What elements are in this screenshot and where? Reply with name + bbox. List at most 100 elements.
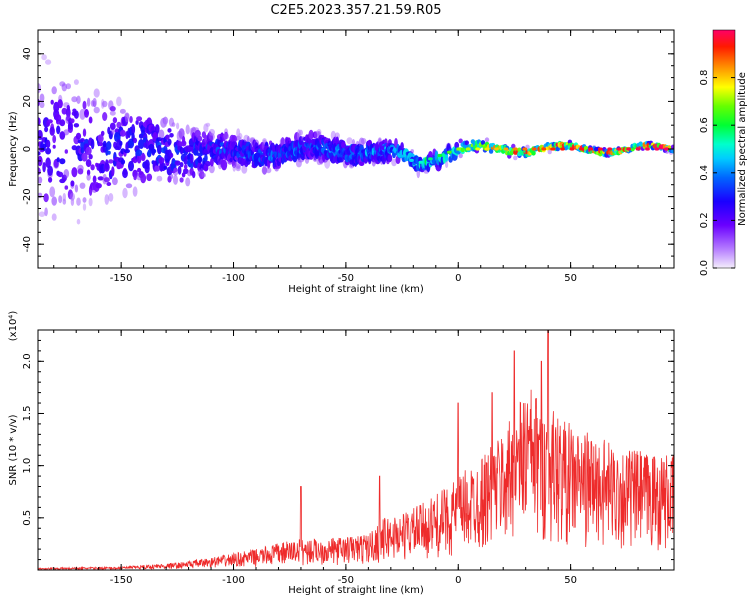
heatmap-cell-211 <box>122 169 128 179</box>
heatmap-cell-1493 <box>597 147 603 151</box>
heatmap-cell-424 <box>205 160 211 167</box>
heatmap-cell-532 <box>235 165 241 172</box>
heatmap-cell-21 <box>43 193 49 203</box>
heatmap-cell-535 <box>238 133 243 140</box>
heatmap-cell-86 <box>69 192 75 201</box>
heatmap-cell-1478 <box>456 147 462 151</box>
heatmap-cell-333 <box>174 160 181 166</box>
heatmap-cell-54 <box>57 99 63 109</box>
heatmap-cell-76 <box>66 104 71 111</box>
heatmap-cell-284 <box>154 165 161 172</box>
heatmap-cell-1471 <box>670 148 674 154</box>
heatmap-cell-231 <box>133 175 137 181</box>
heatmap-cell-176 <box>108 193 114 202</box>
snr-y-tick-label-0: 0.5 <box>22 510 33 526</box>
x-tick-label-2: -50 <box>338 273 354 284</box>
x-tick-label-2: -50 <box>338 575 354 586</box>
heatmap-cell-266 <box>147 149 151 158</box>
heatmap-cell-97 <box>75 132 82 140</box>
heatmap-cell-1472 <box>399 154 405 158</box>
heatmap-cell-359 <box>185 177 191 187</box>
heatmap-cell-253 <box>140 173 147 184</box>
heatmap-cell-49 <box>56 125 61 135</box>
heatmap-cell-321 <box>169 152 174 158</box>
heatmap-cell-287 <box>155 124 160 134</box>
heatmap-xlabel: Height of straight line (km) <box>288 284 424 295</box>
snr-y-tick-label-2: 1.5 <box>22 406 33 422</box>
heatmap-cell-1056 <box>391 158 397 167</box>
heatmap-cell-441 <box>208 128 215 136</box>
heatmap-cell-124 <box>86 97 91 107</box>
heatmap-cell-142 <box>93 106 100 114</box>
heatmap-cell-953 <box>358 161 365 166</box>
heatmap-cell-372 <box>189 153 194 164</box>
heatmap-cell-1481 <box>484 147 490 151</box>
heatmap-cell-40 <box>51 196 57 206</box>
heatmap-cell-1082 <box>410 149 415 154</box>
heatmap-cell-68 <box>64 185 69 190</box>
heatmap-cell-85 <box>70 180 75 187</box>
x-tick-label-0: -150 <box>110 575 133 586</box>
heatmap-cell-891 <box>341 141 346 149</box>
heatmap-cell-1483 <box>503 147 509 151</box>
snr-y-tick-label-3: 2.0 <box>22 353 33 369</box>
heatmap-cell-112 <box>82 128 87 137</box>
heatmap-cell-39 <box>52 144 56 149</box>
heatmap-cell-38 <box>51 213 57 221</box>
heatmap-cell-203 <box>119 129 126 137</box>
figure-title: C2E5.2023.357.21.59.R05 <box>270 3 441 18</box>
snr-axis-ticks: -150 -100 -50 0 50 0.5 1.0 1.5 2.0 <box>22 330 674 586</box>
heatmap-cell-101 <box>76 218 81 225</box>
colorbar-tick-label-2: 0.4 <box>699 165 710 181</box>
heatmap-cell-239 <box>136 116 143 122</box>
heatmap-cell-331 <box>172 168 179 176</box>
heatmap-cell-1070 <box>400 142 404 151</box>
heatmap-cell-1500 <box>664 147 669 151</box>
heatmap-cell-32 <box>47 165 53 176</box>
heatmap-cell-37 <box>52 135 57 144</box>
heatmap-cell-621 <box>261 166 268 175</box>
heatmap-cell-61 <box>59 158 66 165</box>
heatmap-cell-114 <box>82 100 87 110</box>
heatmap-cell-267 <box>146 173 153 182</box>
heatmap-cell-418 <box>204 153 208 163</box>
heatmap-cell-133 <box>90 164 95 171</box>
heatmap-cell-1165 <box>464 140 469 146</box>
heatmap-cell-315 <box>167 138 172 146</box>
heatmap-cells <box>38 54 674 225</box>
heatmap-cell-1 <box>38 117 41 126</box>
heatmap-cell-208 <box>122 187 128 199</box>
heatmap-cell-15 <box>42 162 46 173</box>
heatmap-cell-64 <box>61 107 67 115</box>
heatmap-cell-104 <box>77 164 84 173</box>
heatmap-cell-1474 <box>418 160 424 164</box>
heatmap-cell-50 <box>56 157 60 163</box>
heatmap-cell-89 <box>71 167 78 178</box>
heatmap-cell-778 <box>308 129 314 140</box>
heatmap-cell-175 <box>108 159 114 164</box>
heatmap-cell-177 <box>111 166 115 177</box>
heatmap-cell-1495 <box>616 147 622 151</box>
colorbar-tick-label-0: 0.0 <box>699 260 710 276</box>
heatmap-cell-126 <box>86 173 91 181</box>
heatmap-cell-81 <box>67 121 73 130</box>
heatmap-cell-28 <box>45 157 51 168</box>
heatmap-cell-1490 <box>569 147 575 151</box>
heatmap-cell-414 <box>201 173 206 178</box>
heatmap-cell-215 <box>124 149 130 154</box>
heatmap-cell-1485 <box>522 147 528 151</box>
heatmap-cell-36 <box>49 186 56 198</box>
heatmap-cell-154 <box>100 130 105 136</box>
colorbar-tick-label-3: 0.6 <box>699 117 710 133</box>
heatmap-cell-58 <box>59 119 66 127</box>
heatmap-cell-74 <box>65 83 72 90</box>
heatmap-cell-341 <box>177 165 182 175</box>
heatmap-cell-1487 <box>541 147 547 151</box>
heatmap-cell-1477 <box>446 150 452 154</box>
heatmap-cell-478 <box>221 159 228 171</box>
heatmap-cell-107 <box>79 108 86 120</box>
heatmap-cell-242 <box>135 149 143 156</box>
heatmap-cell-161 <box>102 112 108 121</box>
heatmap-cell-169 <box>106 141 112 150</box>
heatmap-cell-16 <box>41 54 47 61</box>
